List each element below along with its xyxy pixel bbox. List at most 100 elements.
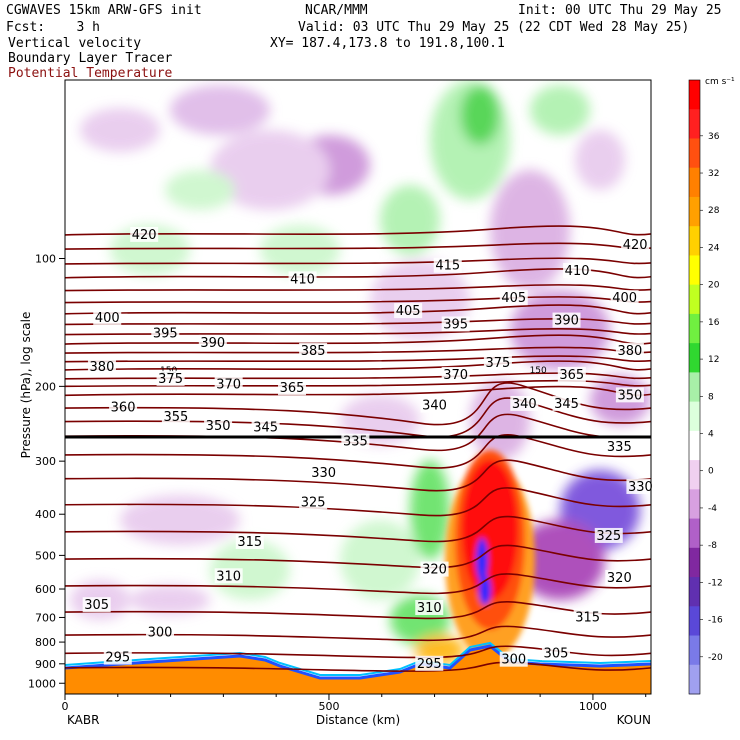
theta-label: 330 [311, 466, 336, 481]
colorbar-band [689, 284, 700, 315]
theta-contour [65, 434, 651, 469]
theta-label-bg [415, 655, 444, 671]
colorbar-band [689, 430, 700, 461]
colorbar-tick-label: 16 [708, 318, 720, 328]
header-center-1: NCAR/MMM [305, 3, 368, 18]
theta-label: 400 [95, 311, 120, 326]
y-tick-label: 100 [35, 252, 56, 265]
theta-label-bg [309, 465, 338, 481]
colorbar-tick-label: 20 [708, 281, 720, 291]
theta-label-bg [299, 342, 328, 358]
theta-label: 405 [501, 291, 526, 306]
theta-label-bg [204, 418, 233, 434]
theta-label: 330 [628, 480, 653, 495]
theta-contour [65, 242, 651, 250]
theta-contour [65, 284, 651, 292]
colorbar-band [689, 343, 700, 373]
theta-label-bg [605, 439, 634, 455]
y-tick-label: 1000 [28, 677, 56, 690]
theta-label: 390 [554, 314, 579, 329]
theta-contour [65, 544, 651, 569]
y-tick-label: 200 [35, 380, 56, 393]
x-axis-label: Distance (km) [316, 713, 400, 727]
header-left-2: Fcst: 3 h [6, 20, 100, 35]
colorbar-tick-label: -8 [708, 541, 717, 551]
theta-label-bg [109, 399, 138, 415]
theta-label: 325 [301, 495, 326, 510]
theta-label: 355 [163, 410, 188, 425]
y-tick-label: 700 [35, 611, 56, 624]
theta-label-bg [552, 395, 581, 411]
theta-label: 315 [575, 610, 600, 625]
theta-label: 335 [607, 440, 632, 455]
theta-label-bg [573, 609, 602, 625]
theta-label-bg [87, 358, 116, 374]
y-tick-label: 600 [35, 583, 56, 596]
colorbar-band [689, 577, 700, 607]
theta-label: 385 [301, 344, 326, 359]
y-tick-label: 900 [35, 658, 56, 671]
x-end-station: KOUN [617, 713, 651, 727]
theta-label-bg [415, 599, 444, 615]
theta-label: 320 [607, 571, 632, 586]
theta-label-bg [483, 354, 512, 370]
colorbar-band [689, 255, 700, 286]
theta-label-bg [563, 262, 592, 278]
theta-label-bg [146, 624, 175, 640]
theta-label-bg [420, 561, 449, 577]
theta-label: 375 [158, 372, 183, 387]
theta-label-bg [299, 494, 328, 510]
theta-labels: 420 410 400 395 390 385 380 375 370 365 360 355 350 3… [82, 226, 655, 672]
theta-label: 345 [554, 397, 579, 412]
theta-contour [65, 355, 651, 363]
theta-contour [65, 515, 651, 543]
theta-contour [65, 334, 651, 345]
theta-label: 315 [237, 535, 262, 550]
colorbar-band [689, 460, 700, 490]
y-axis-label: Pressure (hPa), log scale [19, 312, 33, 459]
header-right-1: Init: 00 UTC Thu 29 May 25 [518, 3, 722, 18]
theta-label-bg [510, 395, 539, 411]
colorbar-band [689, 518, 700, 549]
theta-label: 305 [84, 598, 109, 613]
theta-label-bg [288, 271, 317, 287]
theta-label-bg [594, 527, 623, 543]
colorbar-band [689, 313, 700, 344]
theta-label: 340 [512, 397, 537, 412]
theta-label-bg [251, 419, 280, 435]
theta-label: 320 [422, 563, 447, 578]
y-tick-label: 300 [35, 455, 56, 468]
theta-contour [65, 225, 651, 236]
colorbar-tick-label: 4 [708, 430, 714, 440]
theta-label-bg [605, 569, 634, 585]
theta-label-bg [433, 257, 462, 273]
theta-contour [65, 360, 651, 371]
theta-label: 370 [443, 368, 468, 383]
theta-label-bg [441, 366, 470, 382]
theta-label-bg [557, 366, 586, 382]
theta-label: 295 [105, 651, 130, 666]
colorbar-band [689, 226, 700, 256]
colorbar-band [689, 401, 700, 432]
y-tick-label: 400 [35, 508, 56, 521]
theta-label: 300 [148, 626, 173, 641]
x-tick-label: 0 [62, 700, 69, 713]
theta-label-bg [151, 325, 180, 341]
theta-label: 410 [565, 264, 590, 279]
y-tick-label: 800 [35, 636, 56, 649]
theta-label: 420 [132, 228, 157, 243]
theta-label: 300 [501, 653, 526, 668]
theta-label: 400 [612, 291, 637, 306]
colorbar-tick-label: -4 [708, 504, 717, 514]
theta-label: 305 [544, 646, 569, 661]
theta-contour [65, 487, 651, 517]
colorbar-band [689, 80, 700, 110]
tropopause-marker-label-2: 150 [530, 366, 547, 376]
theta-label-bg [214, 568, 243, 584]
plot-frame [64, 79, 652, 695]
theta-label-bg [541, 645, 570, 661]
colorbar-band [689, 635, 700, 666]
theta-contour [65, 328, 651, 336]
theta-label-bg [552, 312, 581, 328]
theta-label: 405 [396, 304, 421, 319]
